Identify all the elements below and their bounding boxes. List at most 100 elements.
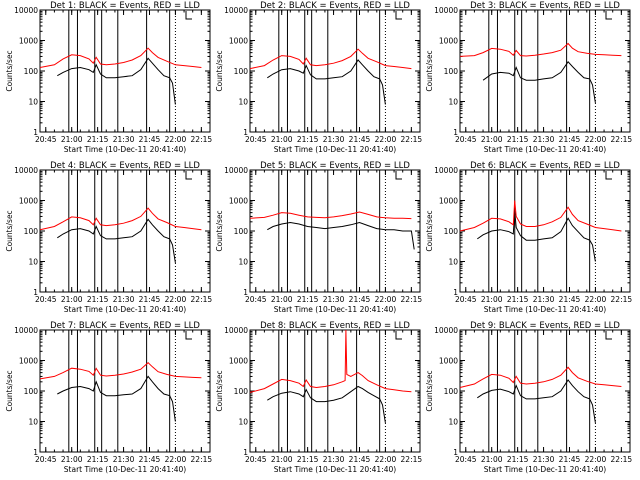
x-tick-label: 21:30 <box>323 455 345 464</box>
x-tick-label: 21:00 <box>481 135 503 144</box>
y-axis-label: Counts/sec <box>425 370 434 411</box>
lld-series-line <box>249 211 412 220</box>
legend-mark-icon <box>395 171 402 180</box>
x-tick-label: 22:15 <box>611 295 633 304</box>
x-tick-label: 21:45 <box>349 135 371 144</box>
y-tick-label: 100 <box>444 387 459 396</box>
x-axis-label: Start Time (10-Dec-11 20:41:40) <box>484 465 606 474</box>
x-tick-label: 21:00 <box>61 295 83 304</box>
x-tick-label: 21:15 <box>297 455 319 464</box>
y-axis-label: Counts/sec <box>5 210 14 251</box>
detector-panel: Det 7: BLACK = Events, RED = LLD 1 10 100 10… <box>5 321 212 474</box>
y-tick-label: 1 <box>243 288 248 297</box>
x-tick-label: 21:15 <box>507 135 529 144</box>
lld-series-line <box>459 366 622 388</box>
events-series-line <box>57 57 176 105</box>
events-series-line <box>482 60 596 103</box>
panel-title: Det 9: BLACK = Events, RED = LLD <box>470 321 620 331</box>
detector-panel: Det 4: BLACK = Events, RED = LLD 1 10 100 10… <box>5 161 212 314</box>
x-tick-label: 22:00 <box>585 135 607 144</box>
x-axis-label: Start Time (10-Dec-11 20:41:40) <box>274 465 396 474</box>
legend-mark-icon <box>185 11 192 20</box>
x-tick-label: 22:15 <box>611 135 633 144</box>
x-tick-label: 21:00 <box>61 135 83 144</box>
y-tick-label: 100 <box>24 67 39 76</box>
x-tick-label: 22:00 <box>165 295 187 304</box>
y-axis-label: Counts/sec <box>215 50 224 91</box>
y-tick-label: 1 <box>453 288 458 297</box>
y-tick-label: 10000 <box>434 326 458 335</box>
y-tick-label: 100 <box>24 387 39 396</box>
panel-title: Det 2: BLACK = Events, RED = LLD <box>260 1 410 11</box>
x-tick-label: 20:45 <box>455 295 477 304</box>
y-tick-label: 1 <box>453 448 458 457</box>
x-tick-label: 21:45 <box>139 135 161 144</box>
lld-series-line <box>39 207 202 231</box>
y-tick-label: 1 <box>243 448 248 457</box>
x-axis-label: Start Time (10-Dec-11 20:41:40) <box>64 145 186 154</box>
legend-mark-icon <box>605 171 612 180</box>
legend-mark-icon <box>395 11 402 20</box>
detector-panel: Det 9: BLACK = Events, RED = LLD 1 10 100 10… <box>425 321 632 474</box>
x-tick-label: 22:15 <box>611 455 633 464</box>
x-axis-label: Start Time (10-Dec-11 20:41:40) <box>64 465 186 474</box>
y-tick-label: 1 <box>243 128 248 137</box>
x-tick-label: 21:30 <box>533 295 555 304</box>
x-tick-label: 20:45 <box>35 455 57 464</box>
legend-mark-icon <box>605 11 612 20</box>
plot-frame <box>39 169 211 293</box>
detector-panel: Det 6: BLACK = Events, RED = LLD 1 10 100 10… <box>425 161 632 314</box>
panel-title: Det 8: BLACK = Events, RED = LLD <box>260 321 410 331</box>
y-tick-label: 1 <box>453 128 458 137</box>
legend-mark-icon <box>185 171 192 180</box>
x-tick-label: 20:45 <box>245 135 267 144</box>
y-tick-label: 100 <box>234 387 249 396</box>
y-tick-label: 10000 <box>14 166 38 175</box>
panel-title: Det 6: BLACK = Events, RED = LLD <box>470 161 620 171</box>
y-tick-label: 10000 <box>434 166 458 175</box>
y-tick-label: 10000 <box>224 6 248 15</box>
x-tick-label: 21:45 <box>559 295 581 304</box>
x-tick-label: 21:00 <box>271 295 293 304</box>
x-tick-label: 21:30 <box>533 455 555 464</box>
x-tick-label: 21:30 <box>113 135 135 144</box>
panel-title: Det 4: BLACK = Events, RED = LLD <box>50 161 200 171</box>
x-axis-label: Start Time (10-Dec-11 20:41:40) <box>274 305 396 314</box>
y-tick-label: 100 <box>234 67 249 76</box>
x-tick-label: 22:00 <box>165 455 187 464</box>
y-tick-label: 10 <box>448 98 458 107</box>
lld-series-line <box>249 329 412 393</box>
x-tick-label: 20:45 <box>35 135 57 144</box>
x-tick-label: 21:45 <box>559 455 581 464</box>
y-axis-label: Counts/sec <box>425 210 434 251</box>
x-tick-label: 21:45 <box>139 455 161 464</box>
y-tick-label: 1000 <box>229 197 248 206</box>
x-tick-label: 22:00 <box>165 135 187 144</box>
x-tick-label: 22:15 <box>401 295 423 304</box>
y-tick-label: 100 <box>24 227 39 236</box>
y-tick-label: 10000 <box>224 326 248 335</box>
y-tick-label: 10 <box>448 418 458 427</box>
y-tick-label: 1000 <box>229 37 248 46</box>
x-tick-label: 20:45 <box>35 295 57 304</box>
plot-frame <box>39 329 211 453</box>
y-tick-label: 10 <box>238 98 248 107</box>
x-tick-label: 21:15 <box>297 295 319 304</box>
x-tick-label: 21:45 <box>349 455 371 464</box>
events-series-line <box>267 59 386 105</box>
events-series-line <box>477 379 596 423</box>
y-tick-label: 10 <box>28 258 38 267</box>
y-tick-label: 1000 <box>19 357 38 366</box>
x-tick-label: 21:30 <box>323 295 345 304</box>
x-axis-label: Start Time (10-Dec-11 20:41:40) <box>484 305 606 314</box>
y-tick-label: 1000 <box>439 37 458 46</box>
x-tick-label: 21:45 <box>139 295 161 304</box>
x-tick-label: 20:45 <box>245 455 267 464</box>
x-tick-label: 20:45 <box>245 295 267 304</box>
panel-title: Det 7: BLACK = Events, RED = LLD <box>50 321 200 331</box>
x-tick-label: 21:15 <box>297 135 319 144</box>
detector-panel: Det 3: BLACK = Events, RED = LLD 1 10 100 10… <box>425 1 632 154</box>
y-tick-label: 10 <box>238 418 248 427</box>
x-tick-label: 21:15 <box>507 455 529 464</box>
